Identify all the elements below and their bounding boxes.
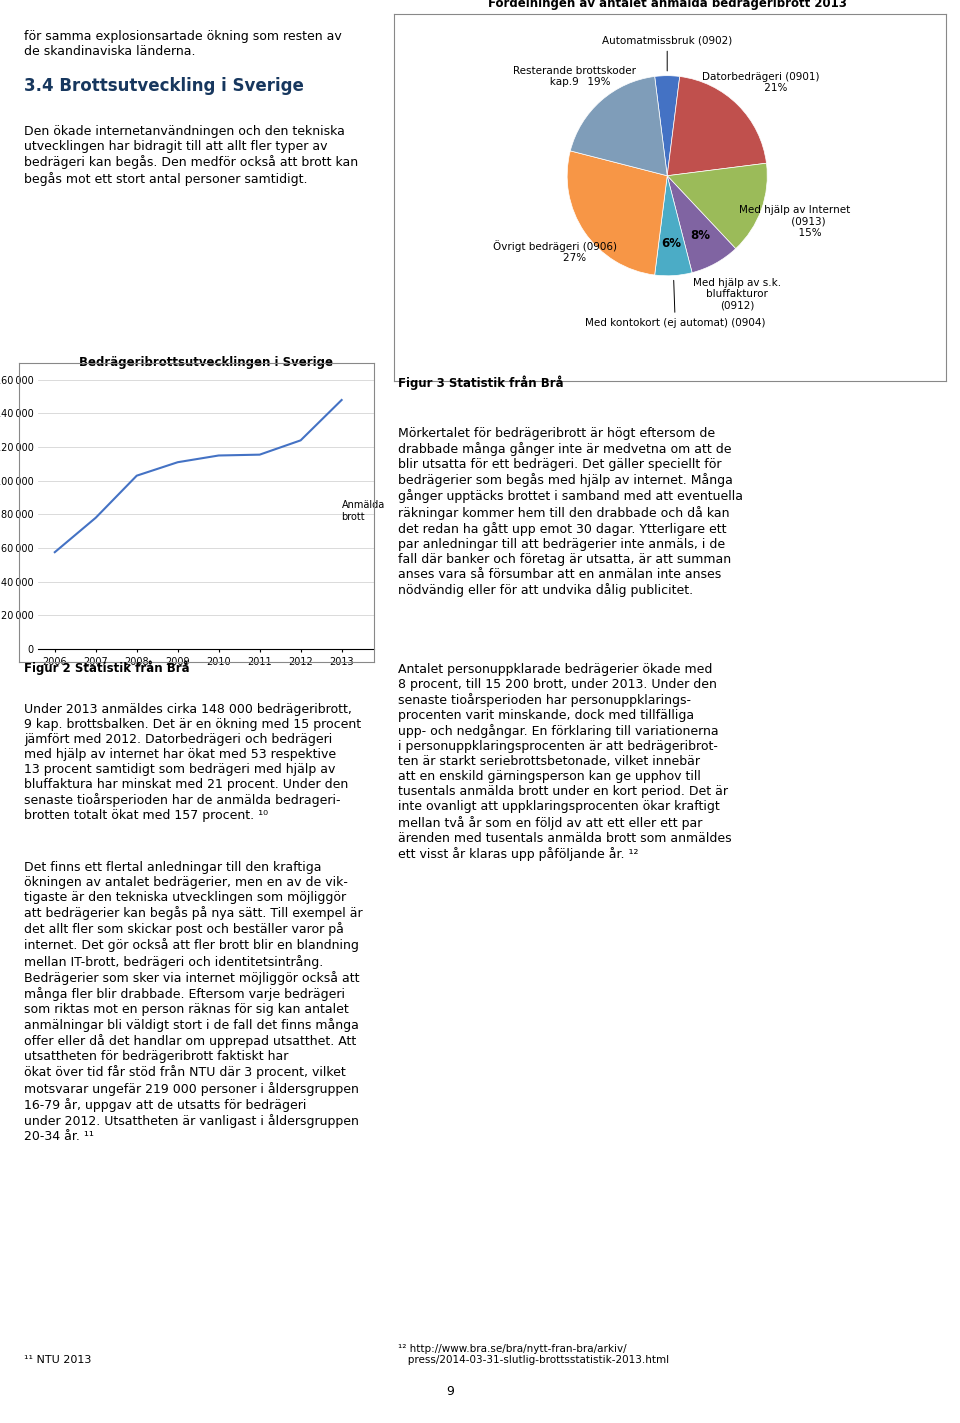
Text: Med hjälp av Internet
         (0913)
          15%: Med hjälp av Internet (0913) 15% (738, 205, 850, 238)
Text: 9: 9 (446, 1385, 454, 1397)
Text: ¹² http://www.bra.se/bra/nytt-fran-bra/arkiv/
   press/2014-03-31-slutlig-brotts: ¹² http://www.bra.se/bra/nytt-fran-bra/a… (398, 1343, 669, 1365)
Wedge shape (667, 164, 767, 249)
Text: Datorbedrägeri (0901)
          21%: Datorbedrägeri (0901) 21% (702, 71, 819, 92)
Wedge shape (667, 77, 766, 175)
Text: 6%: 6% (661, 238, 682, 250)
Text: Under 2013 anmäldes cirka 148 000 bedrägeribrott,
9 kap. brottsbalken. Det är en: Under 2013 anmäldes cirka 148 000 bedräg… (24, 703, 361, 822)
Text: Anmälda
brott: Anmälda brott (342, 501, 385, 522)
Text: ¹¹ NTU 2013: ¹¹ NTU 2013 (24, 1355, 91, 1365)
Text: Figur 2 Statistik från Brå: Figur 2 Statistik från Brå (24, 660, 190, 675)
Title: Bedrägeribrottsutvecklingen i Sverige: Bedrägeribrottsutvecklingen i Sverige (80, 356, 333, 369)
Wedge shape (567, 151, 667, 275)
Text: Automatmissbruk (0902): Automatmissbruk (0902) (602, 36, 732, 71)
Text: Det finns ett flertal anledningar till den kraftiga
ökningen av antalet bedräger: Det finns ett flertal anledningar till d… (24, 861, 363, 1143)
Text: Den ökade internetanvändningen och den tekniska
utvecklingen har bidragit till a: Den ökade internetanvändningen och den t… (24, 125, 358, 185)
Text: för samma explosionsartade ökning som resten av
de skandinaviska länderna.: för samma explosionsartade ökning som re… (24, 30, 342, 58)
Wedge shape (655, 75, 680, 175)
Text: Övrigt bedrägeri (0906)
            27%: Övrigt bedrägeri (0906) 27% (493, 240, 617, 263)
Wedge shape (570, 77, 667, 175)
Text: Med kontokort (ej automat) (0904): Med kontokort (ej automat) (0904) (585, 280, 765, 327)
Text: Antalet personuppklarade bedrägerier ökade med
8 procent, till 15 200 brott, und: Antalet personuppklarade bedrägerier öka… (398, 663, 732, 861)
Title: Fördelningen av antalet anmälda bedrägeribrott 2013: Fördelningen av antalet anmälda bedräger… (488, 0, 847, 10)
Wedge shape (667, 175, 735, 273)
Text: Figur 3 Statistik från Brå: Figur 3 Statistik från Brå (398, 376, 564, 390)
Text: Mörkertalet för bedrägeribrott är högt eftersom de
drabbade många gånger inte är: Mörkertalet för bedrägeribrott är högt e… (398, 427, 743, 596)
Text: Resterande brottskoder
   kap.9   19%: Resterande brottskoder kap.9 19% (514, 65, 636, 87)
Text: Med hjälp av s.k.
bluffakturor
(0912): Med hjälp av s.k. bluffakturor (0912) (693, 277, 781, 310)
Text: 8%: 8% (690, 229, 710, 242)
Wedge shape (655, 175, 692, 276)
Text: 3.4 Brottsutveckling i Sverige: 3.4 Brottsutveckling i Sverige (24, 77, 304, 95)
